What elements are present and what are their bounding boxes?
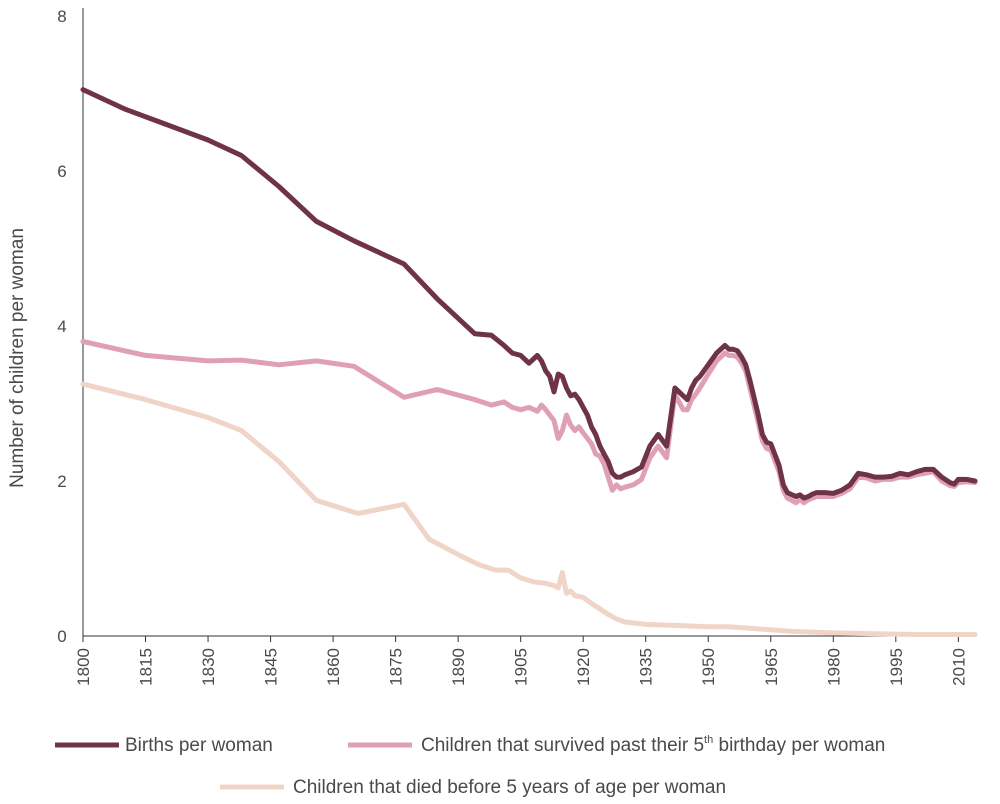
x-tick-label: 1980 <box>824 648 843 686</box>
x-tick-label: 1920 <box>574 648 593 686</box>
y-tick-label: 0 <box>57 627 66 646</box>
x-tick-label: 1830 <box>199 648 218 686</box>
x-tick-label: 1890 <box>449 648 468 686</box>
x-tick-label: 1800 <box>74 648 93 686</box>
axes <box>82 8 975 637</box>
x-tick-label: 1845 <box>262 648 281 686</box>
legend-label-survived-tail: birthday per woman <box>713 735 885 756</box>
x-tick-label: 1860 <box>324 648 343 686</box>
series-line-died <box>80 381 978 637</box>
x-tick-label: 1815 <box>137 648 156 686</box>
x-tick-label: 1935 <box>637 648 656 686</box>
x-tick-label: 1875 <box>387 648 406 686</box>
legend-label-survived-sup: th <box>704 734 713 746</box>
y-tick-label: 2 <box>57 472 66 491</box>
legend-item-survived: Children that survived past their 5th bi… <box>348 734 885 756</box>
y-tick-label: 8 <box>57 7 66 26</box>
legend: Births per woman Children that survived … <box>55 734 885 798</box>
legend-label-births: Births per woman <box>125 735 273 756</box>
y-ticks: 0 2 4 6 8 <box>57 7 66 646</box>
series-line-births <box>80 87 978 501</box>
x-tick-label: 1905 <box>512 648 531 686</box>
legend-label-died: Children that died before 5 years of age… <box>293 777 726 798</box>
series-group <box>80 87 978 637</box>
y-axis-title: Number of children per woman <box>7 228 28 488</box>
y-tick-label: 4 <box>57 317 66 336</box>
y-tick-label: 6 <box>57 162 66 181</box>
series-line-survived <box>80 339 978 506</box>
legend-label-survived: Children that survived past their 5th bi… <box>421 734 885 756</box>
legend-item-births: Births per woman <box>55 735 273 756</box>
x-tick-label: 1965 <box>762 648 781 686</box>
x-ticks: 1800 1815 1830 1845 1860 1875 1890 1905 1920 1935… <box>74 636 968 686</box>
legend-item-died: Children that died before 5 years of age… <box>220 777 726 798</box>
x-tick-label: 1950 <box>699 648 718 686</box>
legend-label-survived-main: Children that survived past their 5 <box>421 735 704 756</box>
x-tick-label: 1995 <box>887 648 906 686</box>
x-tick-label: 2010 <box>949 648 968 686</box>
